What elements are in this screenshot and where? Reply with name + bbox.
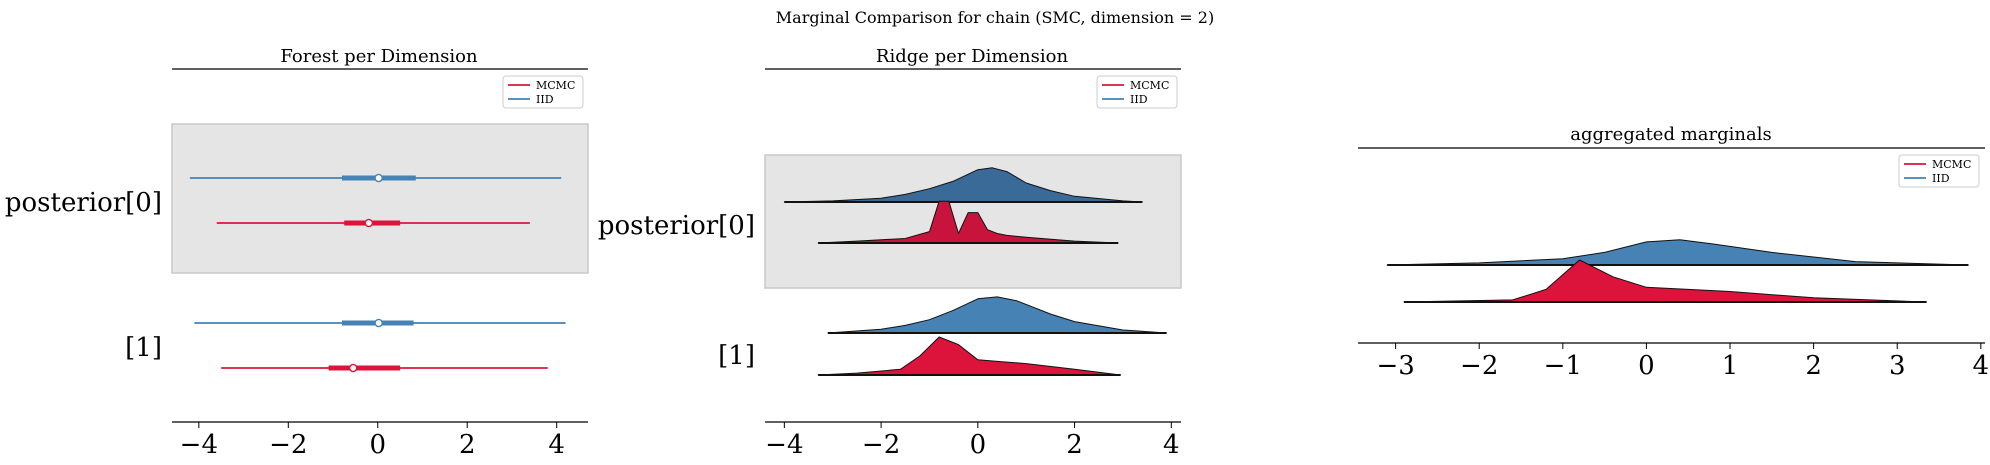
legend-label-mcmc: MCMC <box>536 79 575 92</box>
y-tick-label: posterior[0] <box>598 211 755 241</box>
point-estimate-mcmc <box>348 363 358 373</box>
figure-suptitle: Marginal Comparison for chain (SMC, dime… <box>776 8 1214 27</box>
density-ridge-iid <box>827 296 1167 334</box>
ridge-panel-title: Ridge per Dimension <box>876 46 1069 67</box>
legend-frame <box>1898 154 1980 188</box>
legend-label-iid: IID <box>1932 172 1950 185</box>
x-tick-label: 2 <box>1805 351 1822 381</box>
legend-label-iid: IID <box>1130 93 1148 106</box>
x-tick-label: −4 <box>765 430 803 460</box>
point-estimate-iid <box>374 318 383 328</box>
legend-frame <box>502 75 584 109</box>
x-tick-label: −3 <box>1376 351 1414 381</box>
density-ridge-mcmc <box>817 200 1119 244</box>
density-ridge-mcmc <box>1403 259 1927 303</box>
point-estimate-iid <box>374 173 383 183</box>
x-tick-label: 4 <box>548 430 565 460</box>
legend-label-mcmc: MCMC <box>1130 79 1169 92</box>
density-ridge-mcmc <box>817 336 1122 376</box>
x-tick-label: 2 <box>459 430 476 460</box>
x-tick-label: 0 <box>369 430 386 460</box>
x-tick-label: −2 <box>269 430 307 460</box>
x-tick-label: −2 <box>862 430 900 460</box>
point-estimate-mcmc <box>364 218 374 228</box>
x-tick-label: 4 <box>1163 430 1180 460</box>
x-tick-label: −1 <box>1544 351 1582 381</box>
x-tick-label: −4 <box>180 430 218 460</box>
legend-label-iid: IID <box>536 93 554 106</box>
x-tick-label: 1 <box>1722 351 1739 381</box>
x-tick-label: 0 <box>970 430 987 460</box>
density-ridge-iid <box>1386 239 1969 266</box>
forest-panel: Forest per Dimension posterior[0] [1] −4 −2… <box>5 46 589 460</box>
ridge-panel: Ridge per Dimension posterior[0] [1] −4 −2 0… <box>598 46 1182 460</box>
legend-label-mcmc: MCMC <box>1932 158 1971 171</box>
density-ridge-iid <box>783 167 1143 203</box>
forest-panel-title: Forest per Dimension <box>280 46 478 67</box>
y-tick-label: [1] <box>125 333 162 363</box>
x-tick-label: 2 <box>1066 430 1083 460</box>
legend-frame <box>1096 75 1178 109</box>
y-tick-label: [1] <box>718 341 755 371</box>
x-tick-label: 0 <box>1638 351 1655 381</box>
x-tick-label: 4 <box>1973 351 1990 381</box>
aggregated-panel-title: aggregated marginals <box>1570 124 1771 145</box>
x-tick-label: 3 <box>1889 351 1906 381</box>
x-tick-label: −2 <box>1460 351 1498 381</box>
y-tick-label: posterior[0] <box>5 188 162 218</box>
shaded-row-band <box>171 123 589 274</box>
